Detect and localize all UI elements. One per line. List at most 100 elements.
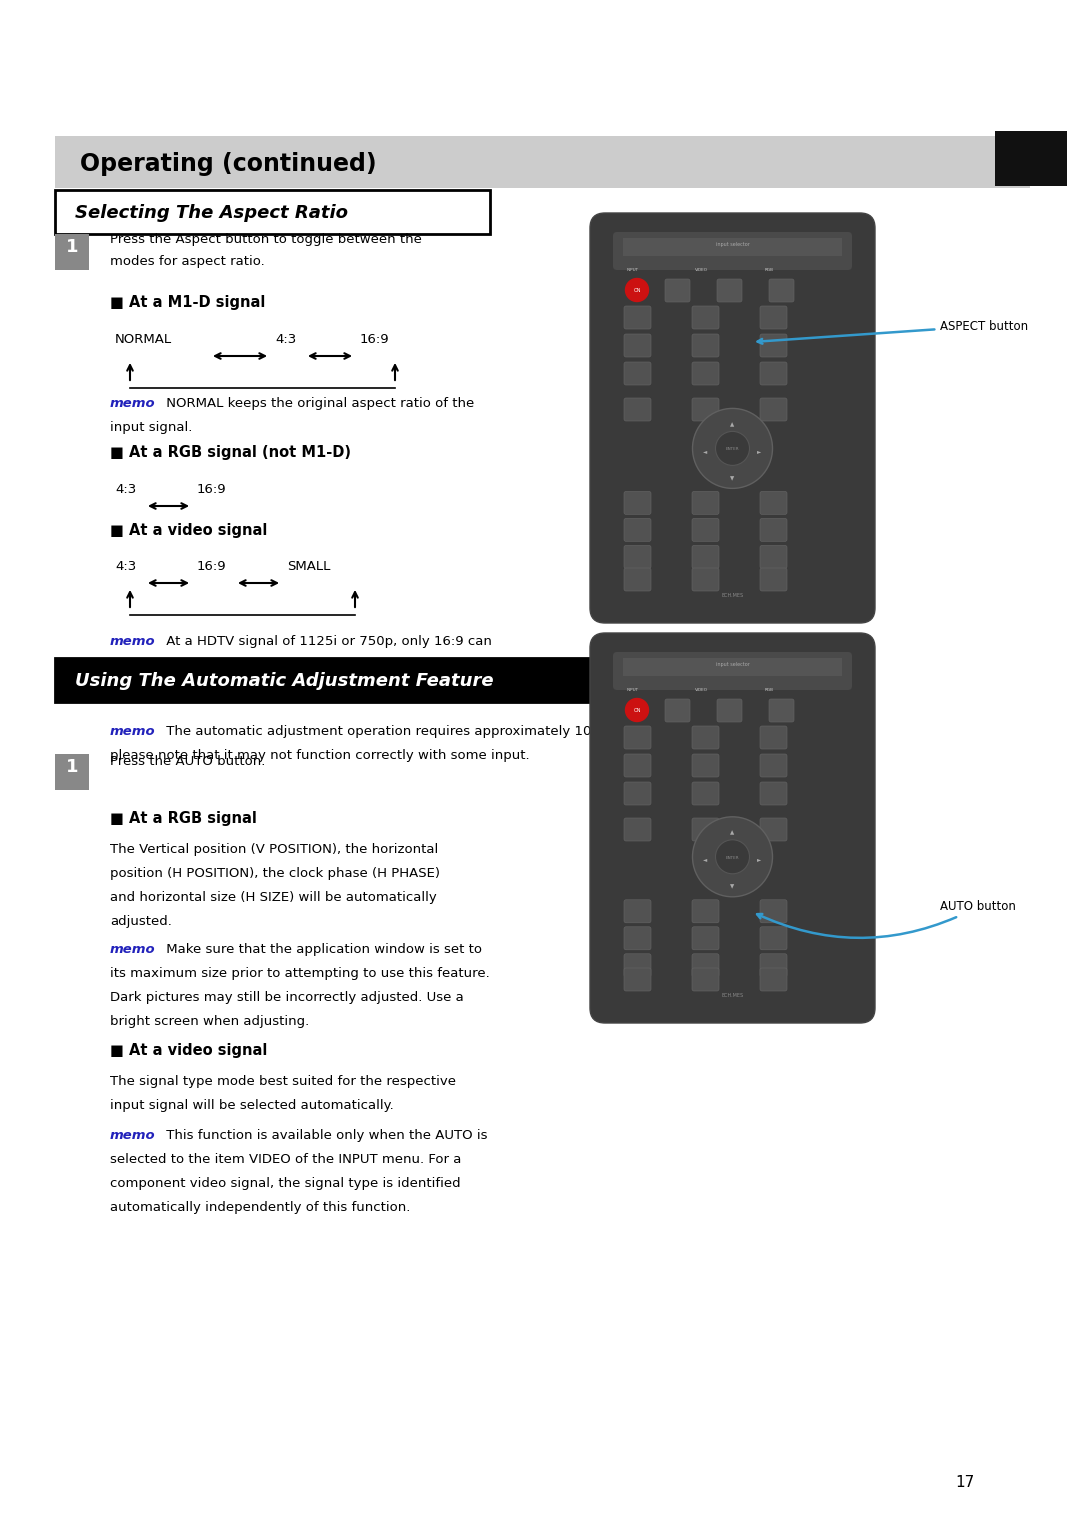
Text: ■ At a RGB signal: ■ At a RGB signal xyxy=(110,811,257,827)
Text: Selecting The Aspect Ratio: Selecting The Aspect Ratio xyxy=(75,205,348,222)
Text: ►: ► xyxy=(757,857,761,862)
FancyBboxPatch shape xyxy=(55,659,775,701)
FancyBboxPatch shape xyxy=(624,545,651,568)
FancyBboxPatch shape xyxy=(624,492,651,515)
Text: Using The Automatic Adjustment Feature: Using The Automatic Adjustment Feature xyxy=(75,672,494,691)
Text: ON: ON xyxy=(633,709,640,714)
Text: The signal type mode best suited for the respective: The signal type mode best suited for the… xyxy=(110,1076,456,1088)
FancyBboxPatch shape xyxy=(760,362,787,385)
Text: 1: 1 xyxy=(66,238,78,257)
Text: please note that it may not function correctly with some input.: please note that it may not function cor… xyxy=(110,749,529,762)
Text: ASPECT button: ASPECT button xyxy=(757,319,1028,344)
FancyBboxPatch shape xyxy=(624,900,651,923)
Text: Press the AUTO button.: Press the AUTO button. xyxy=(110,755,266,769)
Text: At a HDTV signal of 1125i or 750p, only 16:9 can: At a HDTV signal of 1125i or 750p, only … xyxy=(162,636,491,648)
Text: 4:3: 4:3 xyxy=(114,559,136,573)
FancyBboxPatch shape xyxy=(692,969,719,992)
FancyBboxPatch shape xyxy=(760,726,787,749)
FancyBboxPatch shape xyxy=(55,753,89,790)
Circle shape xyxy=(715,431,750,466)
FancyBboxPatch shape xyxy=(624,568,651,591)
FancyBboxPatch shape xyxy=(692,927,719,950)
FancyBboxPatch shape xyxy=(623,238,842,257)
FancyBboxPatch shape xyxy=(624,782,651,805)
FancyBboxPatch shape xyxy=(760,753,787,778)
Circle shape xyxy=(692,817,772,897)
FancyBboxPatch shape xyxy=(760,969,787,992)
Text: ▼: ▼ xyxy=(730,885,734,889)
FancyBboxPatch shape xyxy=(760,306,787,329)
FancyBboxPatch shape xyxy=(760,817,787,840)
Text: AUTO button: AUTO button xyxy=(757,900,1016,938)
Text: The automatic adjustment operation requires approximately 10 seconds. Also,: The automatic adjustment operation requi… xyxy=(162,724,690,738)
Text: selected to the item VIDEO of the INPUT menu. For a: selected to the item VIDEO of the INPUT … xyxy=(110,1154,461,1166)
Text: memo: memo xyxy=(110,636,156,648)
Text: ◄: ◄ xyxy=(703,449,707,454)
FancyBboxPatch shape xyxy=(692,953,719,976)
FancyBboxPatch shape xyxy=(760,492,787,515)
FancyBboxPatch shape xyxy=(624,969,651,992)
Text: NORMAL keeps the original aspect ratio of the: NORMAL keeps the original aspect ratio o… xyxy=(162,397,474,410)
FancyBboxPatch shape xyxy=(613,652,852,691)
Text: memo: memo xyxy=(110,1129,156,1141)
FancyBboxPatch shape xyxy=(760,518,787,541)
Text: VIDEO: VIDEO xyxy=(694,267,707,272)
Text: VIDEO: VIDEO xyxy=(694,688,707,692)
FancyBboxPatch shape xyxy=(692,518,719,541)
FancyBboxPatch shape xyxy=(55,136,1030,188)
Text: RGB: RGB xyxy=(765,267,773,272)
FancyBboxPatch shape xyxy=(624,953,651,976)
FancyBboxPatch shape xyxy=(692,568,719,591)
FancyBboxPatch shape xyxy=(760,900,787,923)
FancyBboxPatch shape xyxy=(623,659,842,675)
Circle shape xyxy=(715,840,750,874)
Text: ▲: ▲ xyxy=(730,830,734,836)
FancyBboxPatch shape xyxy=(760,782,787,805)
FancyBboxPatch shape xyxy=(692,397,719,422)
Text: ENTER: ENTER xyxy=(726,856,740,860)
Text: ■ At a RGB signal (not M1-D): ■ At a RGB signal (not M1-D) xyxy=(110,445,351,460)
Text: 17: 17 xyxy=(955,1475,974,1490)
Text: modes for aspect ratio.: modes for aspect ratio. xyxy=(110,255,265,267)
FancyBboxPatch shape xyxy=(624,518,651,541)
Text: ON: ON xyxy=(633,289,640,293)
FancyBboxPatch shape xyxy=(760,568,787,591)
Text: input signal.: input signal. xyxy=(110,422,192,434)
FancyBboxPatch shape xyxy=(624,817,651,840)
Text: The Vertical position (V POSITION), the horizontal: The Vertical position (V POSITION), the … xyxy=(110,843,438,856)
FancyBboxPatch shape xyxy=(692,726,719,749)
FancyBboxPatch shape xyxy=(760,927,787,950)
FancyBboxPatch shape xyxy=(760,397,787,422)
FancyBboxPatch shape xyxy=(590,633,875,1024)
Text: its maximum size prior to attempting to use this feature.: its maximum size prior to attempting to … xyxy=(110,967,489,979)
FancyBboxPatch shape xyxy=(55,189,490,234)
Text: position (H POSITION), the clock phase (H PHASE): position (H POSITION), the clock phase (… xyxy=(110,866,440,880)
Text: ▲: ▲ xyxy=(730,422,734,426)
FancyBboxPatch shape xyxy=(692,900,719,923)
Circle shape xyxy=(692,408,772,489)
FancyBboxPatch shape xyxy=(624,362,651,385)
Text: ECH.MES: ECH.MES xyxy=(721,593,743,597)
Text: ◄: ◄ xyxy=(703,857,707,862)
Text: Dark pictures may still be incorrectly adjusted. Use a: Dark pictures may still be incorrectly a… xyxy=(110,992,463,1004)
Text: NORMAL: NORMAL xyxy=(114,333,172,345)
FancyBboxPatch shape xyxy=(624,753,651,778)
FancyBboxPatch shape xyxy=(769,280,794,303)
FancyBboxPatch shape xyxy=(590,212,875,623)
Text: memo: memo xyxy=(110,724,156,738)
Text: RGB: RGB xyxy=(765,688,773,692)
FancyBboxPatch shape xyxy=(692,306,719,329)
Circle shape xyxy=(625,278,648,301)
FancyBboxPatch shape xyxy=(995,131,1067,186)
Text: 16:9: 16:9 xyxy=(360,333,390,345)
Text: input signal will be selected automatically.: input signal will be selected automatica… xyxy=(110,1099,394,1112)
FancyBboxPatch shape xyxy=(692,753,719,778)
Text: SMALL: SMALL xyxy=(287,559,330,573)
FancyBboxPatch shape xyxy=(692,362,719,385)
FancyBboxPatch shape xyxy=(717,280,742,303)
Text: ENTER: ENTER xyxy=(726,448,740,451)
FancyBboxPatch shape xyxy=(760,953,787,976)
FancyBboxPatch shape xyxy=(613,232,852,270)
FancyBboxPatch shape xyxy=(760,545,787,568)
Text: memo: memo xyxy=(110,397,156,410)
